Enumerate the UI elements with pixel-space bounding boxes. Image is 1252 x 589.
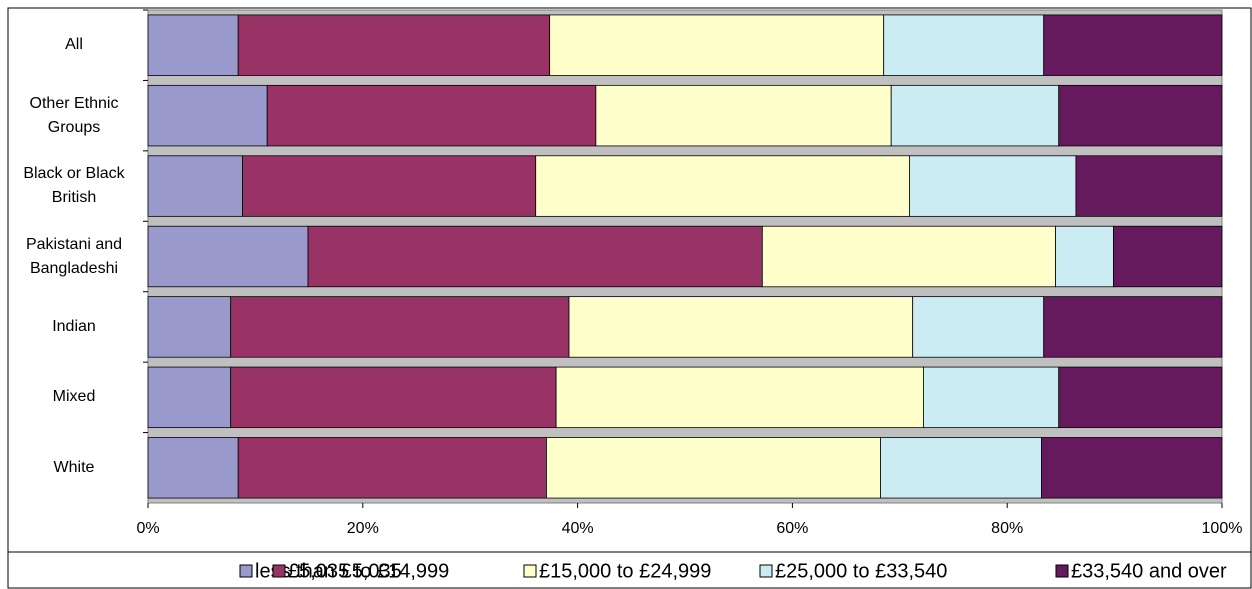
legend-label: £5,035 to £14,999: [288, 560, 449, 582]
bar-segment: [230, 366, 557, 429]
legend-label: less than £5,035: [255, 560, 402, 582]
bar-segment: [1055, 225, 1114, 288]
legend-label: £25,000 to £33,540: [775, 560, 947, 582]
bar-segment: [307, 225, 763, 288]
bar-segment: [535, 155, 910, 217]
x-tick-label: 100%: [1202, 520, 1243, 537]
y-tick-label: Black or Black British: [23, 165, 125, 207]
bar-segment: [237, 437, 547, 499]
bar-segment: [890, 84, 1060, 147]
bar-segment: [909, 155, 1077, 217]
bar-segment: [237, 14, 551, 76]
bar-segment: [147, 84, 268, 147]
bar-segment: [912, 296, 1045, 358]
y-tick-label: Indian: [52, 317, 96, 335]
x-tick-label: 20%: [347, 520, 379, 537]
y-tick-label: All: [65, 36, 83, 54]
bar-segment: [595, 84, 892, 147]
bar-segment: [147, 366, 232, 429]
bar-segment: [555, 366, 924, 429]
legend-swatch: [759, 564, 773, 578]
x-tick-label: 40%: [562, 520, 594, 537]
bar-segment: [1043, 296, 1223, 358]
y-tick-label: Mixed: [52, 388, 96, 406]
legend-swatch: [239, 564, 253, 578]
bar-segment: [549, 14, 885, 76]
legend-box: [7, 551, 1252, 589]
bar-segment: [266, 84, 597, 147]
y-tick-label: White: [53, 458, 95, 476]
bar-segment: [147, 437, 239, 499]
legend-swatch: [272, 564, 286, 578]
bar-segment: [546, 437, 881, 499]
legend-swatch: [523, 564, 537, 578]
x-tick-label: 0%: [136, 520, 159, 537]
bar-segment: [880, 437, 1042, 499]
legend-label: £33,540 and over: [1071, 560, 1227, 582]
bar-segment: [1041, 437, 1223, 499]
bar-segment: [1113, 225, 1223, 288]
bar-segment: [242, 155, 537, 217]
bar-segment: [147, 296, 232, 358]
bar-segment: [147, 155, 243, 217]
bar-segment: [147, 225, 309, 288]
y-tick-label: Other Ethnic Groups: [29, 94, 119, 136]
bar-segment: [883, 14, 1045, 76]
bar-segment: [761, 225, 1056, 288]
bar-segment: [1058, 84, 1223, 147]
bar-segment: [568, 296, 914, 358]
x-tick-label: 80%: [991, 520, 1023, 537]
bar-segment: [147, 14, 239, 76]
x-tick-label: 60%: [776, 520, 808, 537]
legend-swatch: [1055, 564, 1069, 578]
bar-segment: [1075, 155, 1223, 217]
bar-segment: [230, 296, 570, 358]
bar-segment: [923, 366, 1060, 429]
bar-segment: [1043, 14, 1223, 76]
bar-segment: [1058, 366, 1223, 429]
y-tick-label: Pakistani and Bangladeshi: [25, 235, 123, 277]
legend-label: £15,000 to £24,999: [539, 560, 711, 582]
